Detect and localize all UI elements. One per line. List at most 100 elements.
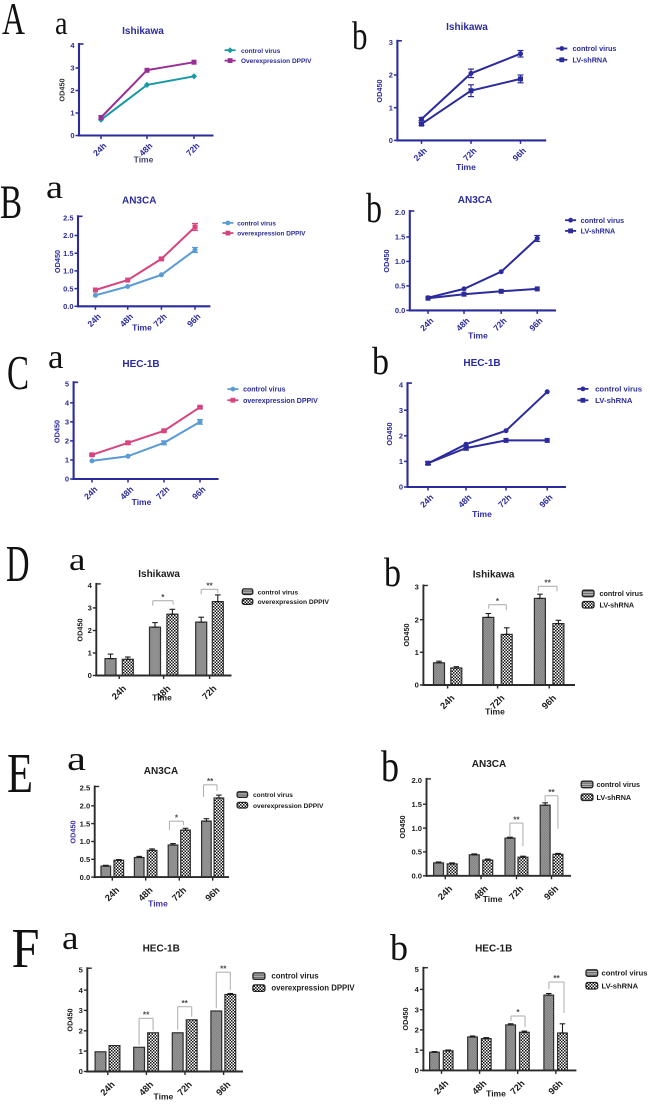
svg-text:Ishikawa: Ishikawa [122, 26, 164, 37]
svg-text:control virus: control virus [237, 221, 276, 228]
svg-text:OD450: OD450 [375, 79, 384, 102]
svg-text:control virus: control virus [597, 780, 641, 789]
svg-text:**: ** [182, 999, 189, 1008]
svg-text:3: 3 [415, 1005, 419, 1014]
svg-text:control virus: control virus [253, 792, 293, 799]
svg-text:2.5: 2.5 [80, 784, 91, 793]
svg-text:Time: Time [483, 894, 503, 904]
svg-text:2.0: 2.0 [411, 776, 422, 785]
svg-text:*: * [516, 1008, 520, 1017]
svg-text:control virus: control virus [271, 972, 319, 981]
svg-text:Time: Time [468, 331, 488, 341]
svg-text:**: ** [544, 579, 551, 588]
svg-text:LV-shRNA: LV-shRNA [595, 396, 633, 405]
svg-text:A: A [2, 0, 25, 44]
svg-text:control virus: control virus [258, 589, 299, 596]
svg-text:E: E [7, 743, 33, 805]
svg-text:control virus: control virus [600, 589, 644, 598]
svg-text:OD450: OD450 [58, 78, 67, 101]
svg-text:2: 2 [70, 86, 74, 95]
svg-text:2: 2 [415, 615, 419, 624]
svg-text:overexpression DPPIV: overexpression DPPIV [258, 599, 330, 606]
svg-text:control virus: control virus [573, 44, 617, 53]
svg-text:**: ** [143, 1011, 150, 1020]
svg-text:1: 1 [70, 109, 74, 118]
svg-text:1: 1 [415, 648, 420, 657]
svg-text:HEC-1B: HEC-1B [143, 944, 180, 955]
svg-text:OD450: OD450 [402, 623, 411, 646]
svg-text:Time: Time [148, 899, 168, 909]
svg-text:1.5: 1.5 [63, 249, 73, 258]
svg-text:0: 0 [65, 475, 69, 484]
svg-text:1.0: 1.0 [80, 837, 91, 846]
svg-text:C: C [7, 345, 29, 400]
svg-text:1.5: 1.5 [395, 233, 405, 242]
svg-text:2: 2 [415, 1026, 419, 1035]
svg-text:OD450: OD450 [385, 422, 394, 445]
svg-text:OD450: OD450 [401, 1007, 410, 1030]
svg-text:4: 4 [88, 581, 93, 590]
svg-text:control virus: control virus [243, 387, 286, 394]
svg-text:3: 3 [88, 604, 92, 613]
svg-text:b: b [381, 742, 399, 791]
svg-text:1.0: 1.0 [63, 267, 73, 276]
svg-text:0: 0 [415, 1066, 419, 1075]
svg-text:a: a [67, 741, 86, 778]
svg-text:OD450: OD450 [76, 618, 85, 641]
svg-text:a: a [55, 6, 68, 42]
svg-text:5: 5 [415, 965, 420, 974]
svg-text:**: ** [513, 815, 520, 824]
svg-text:0.5: 0.5 [80, 855, 91, 864]
svg-text:4: 4 [65, 399, 70, 408]
svg-text:0.0: 0.0 [63, 302, 73, 311]
svg-text:2.0: 2.0 [80, 802, 91, 811]
svg-text:**: ** [220, 964, 227, 973]
svg-text:LV-shRNA: LV-shRNA [573, 55, 609, 64]
svg-text:3: 3 [70, 64, 74, 73]
svg-text:0.0: 0.0 [395, 306, 405, 315]
svg-text:1: 1 [415, 1046, 420, 1055]
svg-text:*: * [175, 813, 179, 822]
svg-text:2: 2 [79, 1027, 83, 1036]
svg-text:LV-shRNA: LV-shRNA [581, 227, 616, 236]
svg-text:2: 2 [389, 71, 393, 80]
svg-text:b: b [390, 928, 408, 969]
svg-text:3: 3 [79, 1006, 83, 1015]
svg-text:5: 5 [79, 965, 84, 974]
svg-text:1: 1 [79, 1047, 84, 1056]
svg-text:0: 0 [415, 681, 419, 690]
svg-text:*: * [496, 597, 500, 606]
svg-text:2.0: 2.0 [63, 231, 73, 240]
svg-text:OD450: OD450 [398, 815, 407, 838]
svg-text:Ishikawa: Ishikawa [473, 570, 515, 581]
svg-text:0: 0 [70, 131, 74, 140]
svg-text:1: 1 [399, 457, 403, 466]
svg-text:1: 1 [88, 649, 93, 658]
svg-text:1: 1 [389, 103, 393, 112]
svg-text:3: 3 [65, 418, 69, 427]
svg-text:F: F [12, 918, 40, 980]
svg-text:LV-shRNA: LV-shRNA [597, 793, 632, 802]
svg-text:AN3CA: AN3CA [122, 196, 156, 207]
svg-text:LV-shRNA: LV-shRNA [602, 981, 639, 990]
svg-text:control virus: control virus [595, 385, 642, 394]
svg-text:0.0: 0.0 [80, 873, 91, 882]
svg-text:AN3CA: AN3CA [458, 195, 492, 206]
svg-text:1.0: 1.0 [411, 824, 422, 833]
svg-text:overexpression DPPIV: overexpression DPPIV [253, 803, 324, 810]
svg-text:1: 1 [65, 456, 69, 465]
svg-text:OD450: OD450 [53, 420, 62, 443]
svg-text:b: b [366, 186, 382, 232]
svg-text:3: 3 [399, 406, 403, 415]
svg-text:**: ** [206, 582, 213, 591]
svg-text:2: 2 [65, 437, 69, 446]
svg-text:Time: Time [472, 509, 492, 519]
svg-text:Time: Time [134, 155, 154, 165]
svg-text:overexpression DPPIV: overexpression DPPIV [271, 984, 355, 993]
svg-text:Time: Time [132, 323, 152, 333]
svg-text:5: 5 [65, 380, 69, 389]
svg-text:HEC-1B: HEC-1B [122, 359, 159, 370]
svg-text:a: a [62, 920, 79, 957]
svg-text:b: b [352, 13, 368, 58]
svg-text:control virus: control virus [602, 969, 648, 978]
